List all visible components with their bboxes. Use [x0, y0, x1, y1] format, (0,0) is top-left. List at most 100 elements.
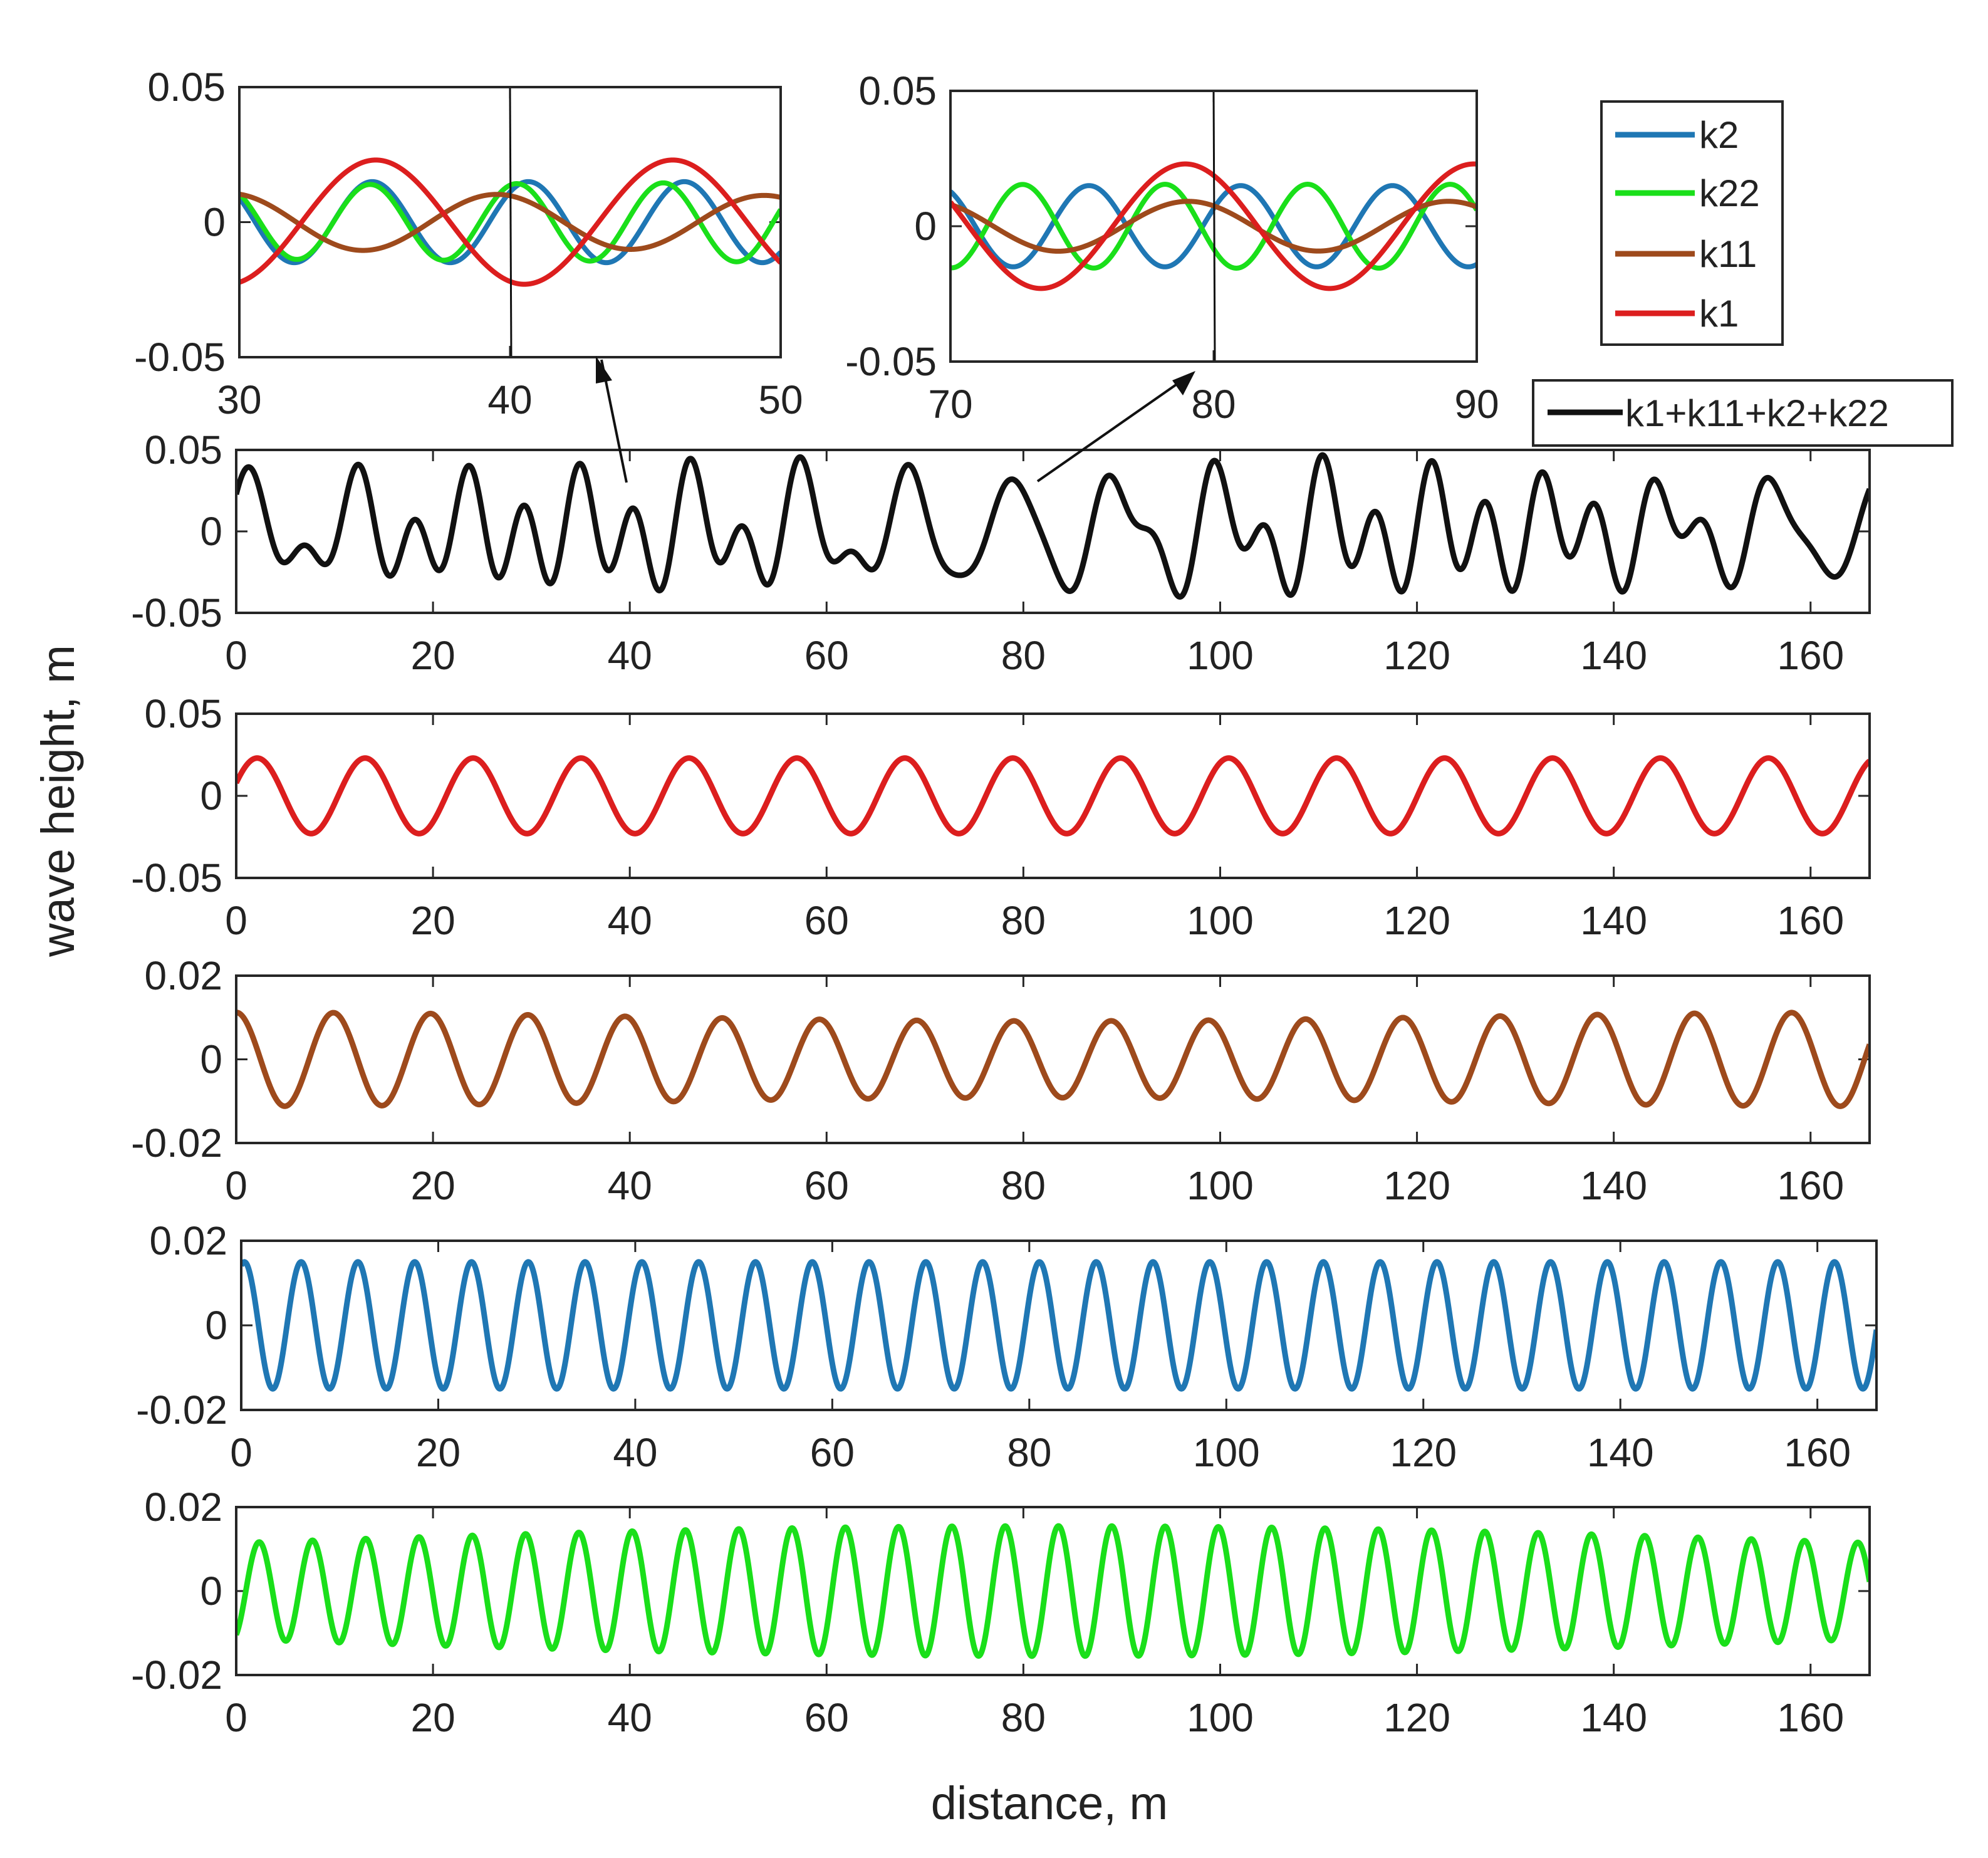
panel-inset2: 70 80 90 -0.05 0 0.05: [845, 68, 1499, 427]
x-tick-label-sum-20: 20: [411, 633, 455, 678]
zoom-arrow-2-head: [1172, 371, 1195, 395]
x-tick-label-k22-100: 100: [1187, 1695, 1254, 1740]
x-tick-label-k22-80: 80: [1001, 1695, 1046, 1740]
zoom-arrows: [596, 356, 1195, 483]
x-tick-label-k1-0: 0: [225, 898, 247, 943]
x-tick-label-inset1-40: 40: [487, 377, 532, 422]
y-tick-label-k1-1: 0: [200, 773, 222, 818]
sum-legend-label: k1+k11+k2+k22: [1625, 392, 1889, 434]
x-tick-label-sum-60: 60: [804, 633, 849, 678]
x-tick-label-inset1-30: 30: [217, 377, 261, 422]
x-tick-label-k1-160: 160: [1777, 898, 1844, 943]
y-tick-label-k2-1: 0: [205, 1303, 227, 1348]
x-tick-label-k11-120: 120: [1383, 1163, 1450, 1208]
marker-line-inset1: [509, 86, 513, 358]
x-tick-label-k11-0: 0: [225, 1163, 247, 1208]
x-tick-label-sum-40: 40: [608, 633, 652, 678]
y-tick-label-k2-2: 0.02: [149, 1218, 227, 1263]
x-tick-label-inset1-50: 50: [758, 377, 803, 422]
y-tick-label-k1-0: -0.05: [131, 855, 222, 900]
x-tick-label-k11-100: 100: [1187, 1163, 1254, 1208]
marker-line-inset2: [1212, 90, 1216, 362]
axes-frame-k2: [240, 1240, 1878, 1411]
x-tick-label-k22-140: 140: [1580, 1695, 1647, 1740]
x-tick-label-k22-60: 60: [804, 1695, 849, 1740]
x-tick-label-k2-120: 120: [1390, 1430, 1457, 1475]
y-tick-label-inset1-0: -0.05: [134, 335, 226, 380]
axes-frame-inset1: [238, 86, 782, 358]
x-tick-label-k11-60: 60: [804, 1163, 849, 1208]
x-tick-label-k2-20: 20: [416, 1430, 461, 1475]
x-tick-label-k1-80: 80: [1001, 898, 1046, 943]
axes-frame-k1: [235, 712, 1871, 879]
x-tick-label-k11-140: 140: [1580, 1163, 1647, 1208]
x-tick-label-sum-80: 80: [1001, 633, 1046, 678]
y-tick-label-k11-2: 0.02: [144, 953, 222, 998]
y-tick-label-inset2-0: -0.05: [845, 339, 937, 384]
series-line-k2-k2: [241, 1259, 1876, 1392]
x-tick-label-k2-80: 80: [1007, 1430, 1051, 1475]
y-tick-label-k2-0: -0.02: [136, 1387, 227, 1433]
x-axis-title: distance, m: [931, 1777, 1168, 1829]
x-tick-label-k2-60: 60: [810, 1430, 855, 1475]
x-tick-label-k2-160: 160: [1784, 1430, 1851, 1475]
series-line-sum-sum: [236, 452, 1870, 600]
x-tick-label-k11-80: 80: [1001, 1163, 1046, 1208]
axes-frame-k22: [235, 1506, 1871, 1676]
legend-box: [1600, 100, 1784, 346]
x-tick-label-k22-20: 20: [411, 1695, 455, 1740]
y-tick-label-sum-2: 0.05: [144, 427, 222, 472]
y-tick-label-k11-1: 0: [200, 1037, 222, 1082]
x-tick-label-k1-100: 100: [1187, 898, 1254, 943]
x-tick-label-sum-160: 160: [1777, 633, 1844, 678]
y-tick-label-inset2-2: 0.05: [858, 68, 937, 113]
x-tick-label-k2-40: 40: [613, 1430, 657, 1475]
x-tick-label-k11-40: 40: [608, 1163, 652, 1208]
legend: k2 k22 k11 k1: [1600, 100, 1784, 346]
x-tick-label-k2-140: 140: [1587, 1430, 1654, 1475]
y-tick-label-k22-1: 0: [200, 1568, 222, 1614]
legend-label-k11: k11: [1699, 233, 1757, 275]
y-tick-label-inset1-1: 0: [203, 200, 226, 245]
x-tick-label-inset2-80: 80: [1191, 382, 1236, 427]
x-tick-label-sum-140: 140: [1580, 633, 1647, 678]
legend-label-k1: k1: [1699, 293, 1739, 335]
x-tick-label-inset2-90: 90: [1454, 382, 1499, 427]
x-tick-label-sum-100: 100: [1187, 633, 1254, 678]
y-axis-title: wave height, m: [32, 645, 84, 958]
axes-frame-sum: [235, 449, 1871, 614]
x-tick-label-k1-40: 40: [608, 898, 652, 943]
zoom-arrow-1-head: [596, 356, 612, 384]
x-tick-label-k22-0: 0: [225, 1695, 247, 1740]
x-tick-label-k22-40: 40: [608, 1695, 652, 1740]
axes-frame-inset2: [949, 90, 1478, 363]
legend-label-k22: k22: [1699, 172, 1760, 214]
x-tick-label-k2-0: 0: [230, 1430, 252, 1475]
x-tick-label-k22-120: 120: [1383, 1695, 1450, 1740]
x-tick-label-k2-100: 100: [1193, 1430, 1260, 1475]
x-tick-label-k1-140: 140: [1580, 898, 1647, 943]
y-tick-label-k1-2: 0.05: [144, 691, 222, 736]
x-tick-label-inset2-70: 70: [928, 382, 972, 427]
legend-item-k1: k1: [1615, 293, 1739, 335]
legend-item-k22: k22: [1615, 172, 1760, 214]
y-tick-label-k11-0: -0.02: [131, 1120, 222, 1166]
x-tick-label-k22-160: 160: [1777, 1695, 1844, 1740]
legend-label-k2: k2: [1699, 114, 1739, 156]
series-line-k1-k1: [236, 755, 1870, 837]
x-tick-label-k1-60: 60: [804, 898, 849, 943]
axes-frame-k11: [235, 974, 1871, 1144]
y-tick-label-sum-0: -0.05: [131, 590, 222, 635]
x-tick-label-sum-120: 120: [1383, 633, 1450, 678]
panel-inset1: 30 40 50 -0.05 0 0.05: [134, 65, 803, 422]
sum-legend: k1+k11+k2+k22: [1532, 379, 1954, 447]
legend-item-k2: k2: [1615, 114, 1739, 156]
x-tick-label-k1-20: 20: [411, 898, 455, 943]
y-tick-label-k22-2: 0.02: [144, 1485, 222, 1530]
x-tick-label-k11-160: 160: [1777, 1163, 1844, 1208]
legend-item-k11: k11: [1615, 233, 1757, 275]
